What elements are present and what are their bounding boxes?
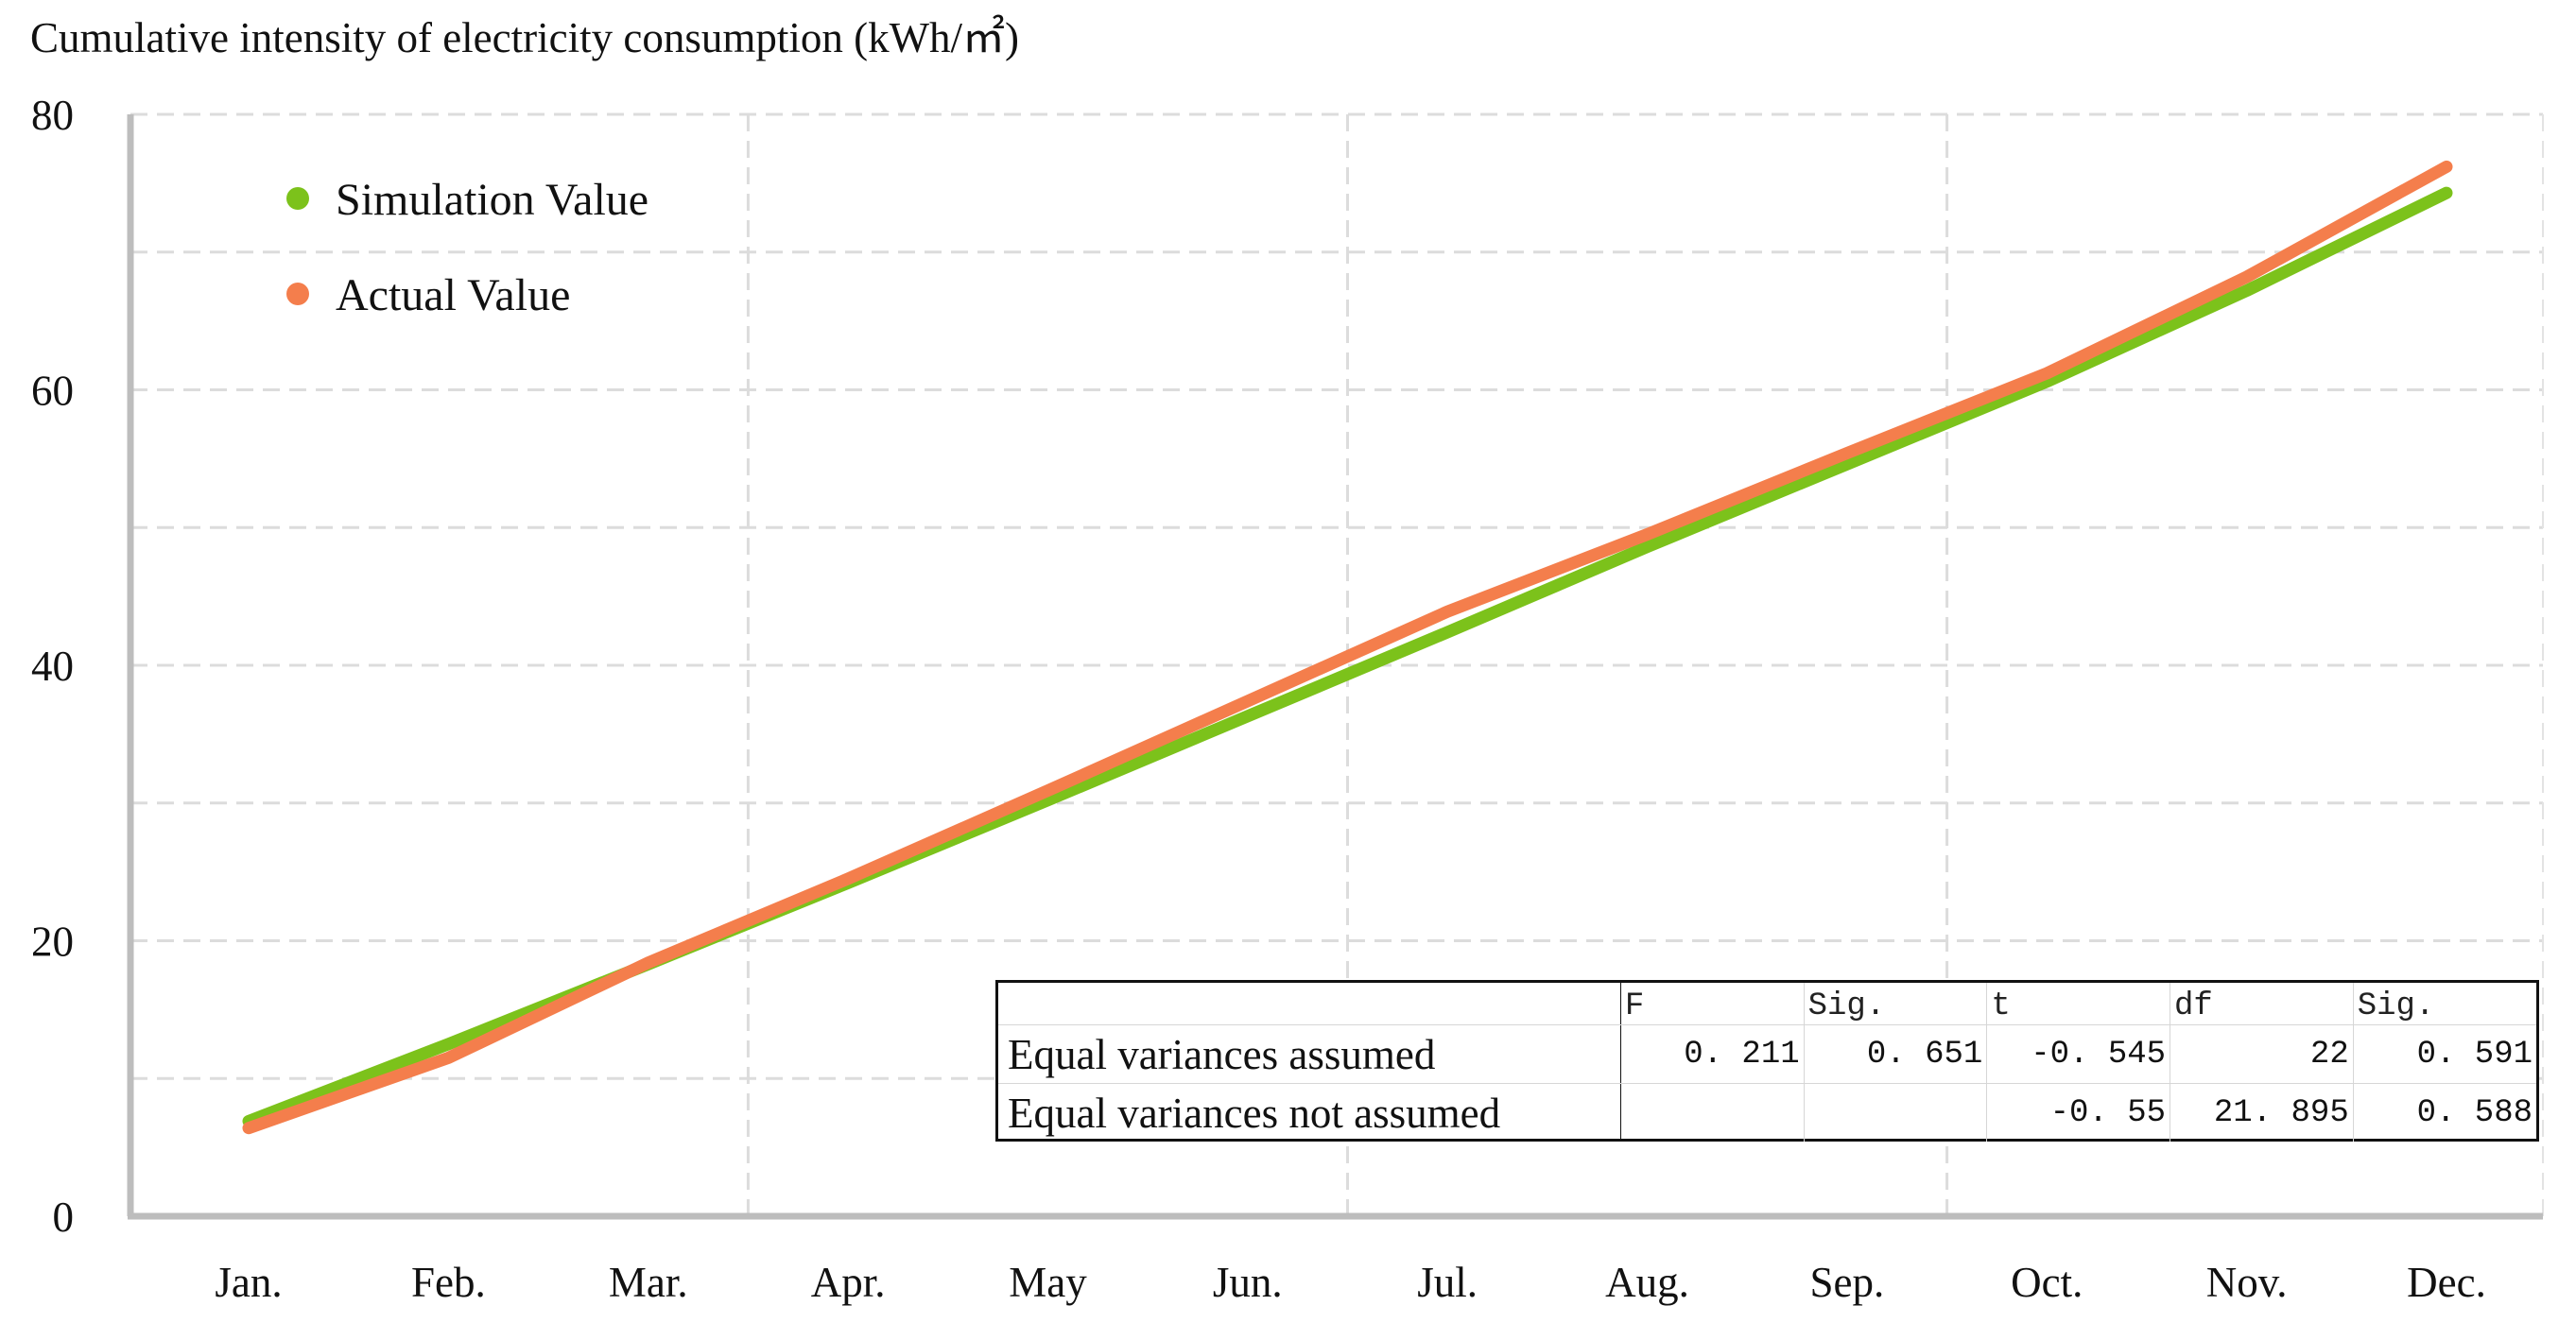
table-row: Equal variances assumed 0. 211 0. 651 -0… [998, 1024, 2536, 1084]
series-lines [242, 160, 2453, 1135]
header-sig: Sig. [1804, 983, 1988, 1025]
y-tick-label: 20 [31, 919, 74, 966]
cell-t: -0. 545 [1986, 1024, 2171, 1084]
row-label: Equal variances assumed [998, 1024, 1621, 1084]
header-sig-2tailed: Sig. [2353, 983, 2536, 1025]
x-tick-label: Nov. [2206, 1259, 2288, 1306]
legend-label: Actual Value [336, 270, 570, 320]
legend-label: Simulation Value [336, 175, 648, 225]
header-df: df [2170, 983, 2354, 1025]
x-tick-label: Aug. [1605, 1259, 1689, 1306]
legend-marker [286, 187, 309, 210]
cell-sig [1804, 1083, 1988, 1142]
legend: Simulation Value Actual Value [286, 175, 648, 320]
x-tick-label: Jan. [215, 1259, 282, 1306]
x-tick-label: Jul. [1417, 1259, 1478, 1306]
y-tick-label: 60 [31, 368, 74, 415]
x-tick-label: Sep. [1810, 1259, 1885, 1306]
row-label: Equal variances not assumed [998, 1083, 1621, 1142]
x-tick-label: Mar. [609, 1259, 688, 1306]
x-tick-label: May [1009, 1259, 1087, 1306]
x-tick-label: Oct. [2011, 1259, 2083, 1306]
cell-sig-2tailed: 0. 591 [2353, 1024, 2536, 1084]
table-row: Equal variances not assumed -0. 55 21. 8… [998, 1083, 2536, 1142]
series-line-actual-value [242, 160, 2453, 1135]
y-axis-ticks: 0 20 40 60 80 [31, 92, 74, 1241]
x-tick-label: Apr. [811, 1259, 886, 1306]
cell-df: 22 [2170, 1024, 2354, 1084]
y-tick-label: 80 [31, 92, 74, 139]
cell-df: 21. 895 [2170, 1083, 2354, 1142]
cell-sig-2tailed: 0. 588 [2416, 1094, 2533, 1131]
y-tick-label: 0 [53, 1194, 75, 1241]
y-tick-label: 40 [31, 643, 74, 690]
t-test-table: F Sig. t df Sig. Equal variances assumed… [995, 980, 2539, 1142]
table-header-blank [998, 983, 1621, 1025]
table-header-row: F Sig. t df Sig. [998, 983, 2536, 1025]
chart-title: Cumulative intensity of electricity cons… [30, 14, 1019, 61]
header-f: F [1620, 983, 1805, 1025]
cell-f: 0. 211 [1620, 1024, 1805, 1084]
x-tick-label: Dec. [2407, 1259, 2486, 1306]
x-tick-label: Feb. [411, 1259, 486, 1306]
x-tick-label: Jun. [1213, 1259, 1283, 1306]
header-t: t [1986, 983, 2171, 1025]
cell-f [1620, 1083, 1805, 1142]
axes [127, 114, 2543, 1220]
x-axis-ticks: Jan. Feb. Mar. Apr. May Jun. Jul. Aug. Sep. Oct. N… [215, 1259, 2485, 1306]
legend-marker [286, 283, 309, 305]
cell-sig: 0. 651 [1804, 1024, 1988, 1084]
cell-t: -0. 55 [1986, 1083, 2171, 1142]
